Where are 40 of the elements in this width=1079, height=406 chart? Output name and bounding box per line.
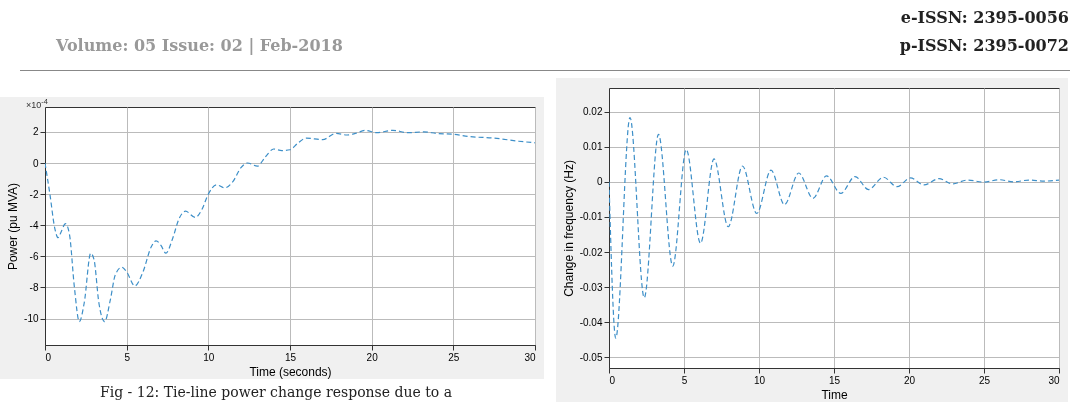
y-tick-label: -0.04 bbox=[579, 316, 603, 328]
x-tick-label: 10 bbox=[753, 374, 766, 386]
y-tick-label: -4 bbox=[29, 219, 39, 231]
x-tick-label: 0 bbox=[609, 374, 616, 386]
x-tick-label: 30 bbox=[1048, 374, 1060, 386]
y-tick-label: -8 bbox=[29, 281, 39, 293]
x-axis-title: Time (seconds) bbox=[249, 364, 332, 379]
line-series bbox=[609, 116, 1059, 339]
y-tick-label: -0.02 bbox=[579, 246, 603, 258]
x-tick-label: 25 bbox=[978, 374, 991, 386]
x-tick-label: 20 bbox=[903, 374, 916, 386]
y-axis-title: Power (pu MVA) bbox=[6, 182, 21, 271]
x-tick-label: 0 bbox=[45, 351, 52, 363]
y-tick-label: 0 bbox=[596, 176, 603, 188]
y-tick-label: 0 bbox=[32, 157, 39, 169]
text: e-ISSN: 2395-0056 bbox=[900, 8, 1069, 27]
x-tick-label: 15 bbox=[828, 374, 841, 386]
y-tick-label: 0.01 bbox=[583, 141, 603, 153]
y-tick-label: -10 bbox=[24, 313, 39, 325]
annotation: ×10$^{-4}$ bbox=[26, 97, 48, 110]
x-tick-label: 25 bbox=[448, 351, 460, 363]
line-series bbox=[45, 129, 535, 323]
x-tick-label: 30 bbox=[524, 351, 536, 363]
text: Fig - 12: Tie-line power change response due to a bbox=[100, 384, 453, 400]
x-tick-label: 5 bbox=[124, 351, 131, 363]
x-tick-label: 15 bbox=[284, 351, 297, 363]
text: Volume: 05 Issue: 02 | Feb-2018 bbox=[56, 36, 343, 55]
x-tick-label: 20 bbox=[366, 351, 379, 363]
y-tick-label: 0.02 bbox=[583, 106, 603, 118]
y-tick-label: -0.05 bbox=[579, 351, 603, 363]
y-tick-label: -2 bbox=[29, 188, 39, 200]
y-tick-label: 2 bbox=[32, 126, 39, 138]
x-tick-label: 5 bbox=[681, 374, 688, 386]
y-axis-title: Change in frequency (Hz) bbox=[561, 160, 576, 297]
x-axis-title: Time bbox=[821, 387, 848, 402]
x-tick-label: 10 bbox=[203, 351, 215, 363]
y-tick-label: -6 bbox=[29, 250, 39, 262]
y-tick-label: -0.01 bbox=[579, 211, 603, 223]
y-tick-label: -0.03 bbox=[579, 281, 603, 293]
text: p-ISSN: 2395-0072 bbox=[899, 36, 1069, 55]
